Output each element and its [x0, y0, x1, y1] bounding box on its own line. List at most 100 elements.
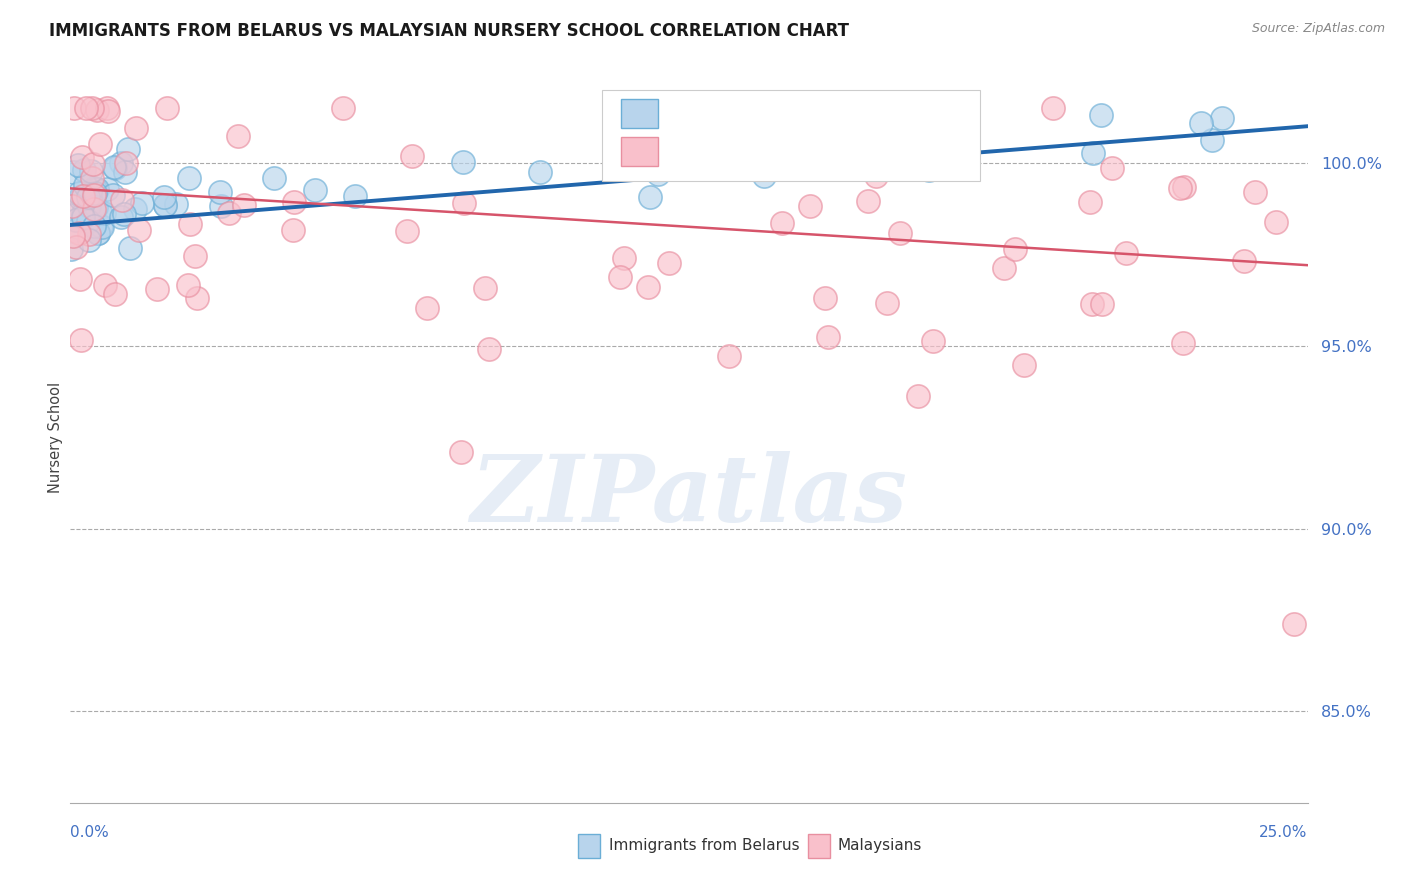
Point: [1078, 194, 1101, 209]
Point: [613, 251, 636, 265]
Point: [450, 445, 472, 459]
Y-axis label: Nursery School: Nursery School: [48, 382, 63, 492]
Point: [120, 241, 142, 255]
Point: [856, 194, 879, 208]
Point: [128, 223, 150, 237]
Point: [283, 195, 305, 210]
Text: R = -0.106: R = -0.106: [676, 144, 789, 162]
Point: [96, 101, 118, 115]
Point: [97, 104, 120, 119]
Point: [87, 226, 110, 240]
Text: R =  0.348: R = 0.348: [676, 104, 789, 123]
Point: [209, 186, 232, 200]
Point: [82, 157, 104, 171]
Point: [183, 250, 205, 264]
Point: [79, 195, 101, 210]
Point: [186, 291, 208, 305]
Point: [1081, 297, 1104, 311]
Point: [69, 272, 91, 286]
Point: [824, 151, 846, 165]
Text: 25.0%: 25.0%: [1260, 825, 1308, 839]
Point: [67, 158, 90, 172]
Point: [83, 219, 105, 233]
Point: [177, 278, 200, 293]
Point: [62, 228, 84, 243]
Bar: [621, 137, 658, 167]
Point: [125, 120, 148, 135]
Point: [80, 101, 103, 115]
Point: [72, 189, 94, 203]
Point: [117, 142, 139, 156]
Point: [751, 140, 773, 154]
Point: [647, 168, 669, 182]
Point: [84, 200, 107, 214]
Point: [104, 161, 127, 175]
Point: [83, 186, 105, 201]
Point: [165, 197, 187, 211]
Point: [89, 204, 111, 219]
Point: [76, 189, 98, 203]
Point: [131, 196, 153, 211]
Text: Source: ZipAtlas.com: Source: ZipAtlas.com: [1251, 22, 1385, 36]
FancyBboxPatch shape: [602, 90, 980, 181]
Point: [82, 201, 104, 215]
Point: [637, 280, 659, 294]
Point: [86, 103, 108, 118]
Point: [77, 214, 100, 228]
Point: [993, 260, 1015, 275]
Point: [124, 202, 146, 216]
Point: [84, 182, 107, 196]
Point: [77, 227, 100, 241]
Point: [67, 186, 90, 200]
Point: [90, 219, 112, 234]
Point: [1243, 186, 1265, 200]
Point: [868, 120, 890, 135]
Text: ZIPatlas: ZIPatlas: [471, 450, 907, 541]
Point: [83, 202, 105, 217]
Point: [233, 198, 256, 212]
Point: [75, 178, 97, 192]
Point: [90, 219, 112, 233]
Point: [1101, 161, 1123, 175]
Point: [401, 149, 423, 163]
Point: [1173, 180, 1195, 194]
Text: IMMIGRANTS FROM BELARUS VS MALAYSIAN NURSERY SCHOOL CORRELATION CHART: IMMIGRANTS FROM BELARUS VS MALAYSIAN NUR…: [49, 22, 849, 40]
Point: [96, 182, 118, 196]
Point: [60, 242, 83, 256]
Point: [529, 165, 551, 179]
Point: [825, 150, 848, 164]
Point: [814, 291, 837, 305]
Point: [453, 196, 475, 211]
Point: [332, 101, 354, 115]
Point: [889, 226, 911, 240]
Point: [94, 277, 117, 292]
Point: [1173, 336, 1195, 351]
Point: [209, 199, 232, 213]
Point: [263, 171, 285, 186]
Point: [609, 270, 631, 285]
Point: [70, 150, 93, 164]
Point: [396, 224, 419, 238]
Point: [83, 180, 105, 194]
Bar: [621, 99, 658, 128]
Point: [156, 101, 179, 115]
Point: [110, 210, 132, 224]
Point: [155, 198, 177, 212]
Point: [62, 224, 84, 238]
Point: [146, 282, 169, 296]
Point: [112, 207, 135, 221]
Point: [478, 342, 501, 356]
Point: [416, 301, 439, 315]
Point: [651, 153, 673, 168]
Point: [1265, 215, 1288, 229]
Point: [114, 165, 136, 179]
Text: N = 72: N = 72: [825, 104, 893, 123]
Point: [917, 162, 939, 177]
Point: [73, 163, 96, 178]
Point: [474, 281, 496, 295]
Point: [218, 206, 240, 220]
Point: [1115, 245, 1137, 260]
Point: [75, 101, 97, 115]
Point: [1004, 243, 1026, 257]
Point: [799, 199, 821, 213]
